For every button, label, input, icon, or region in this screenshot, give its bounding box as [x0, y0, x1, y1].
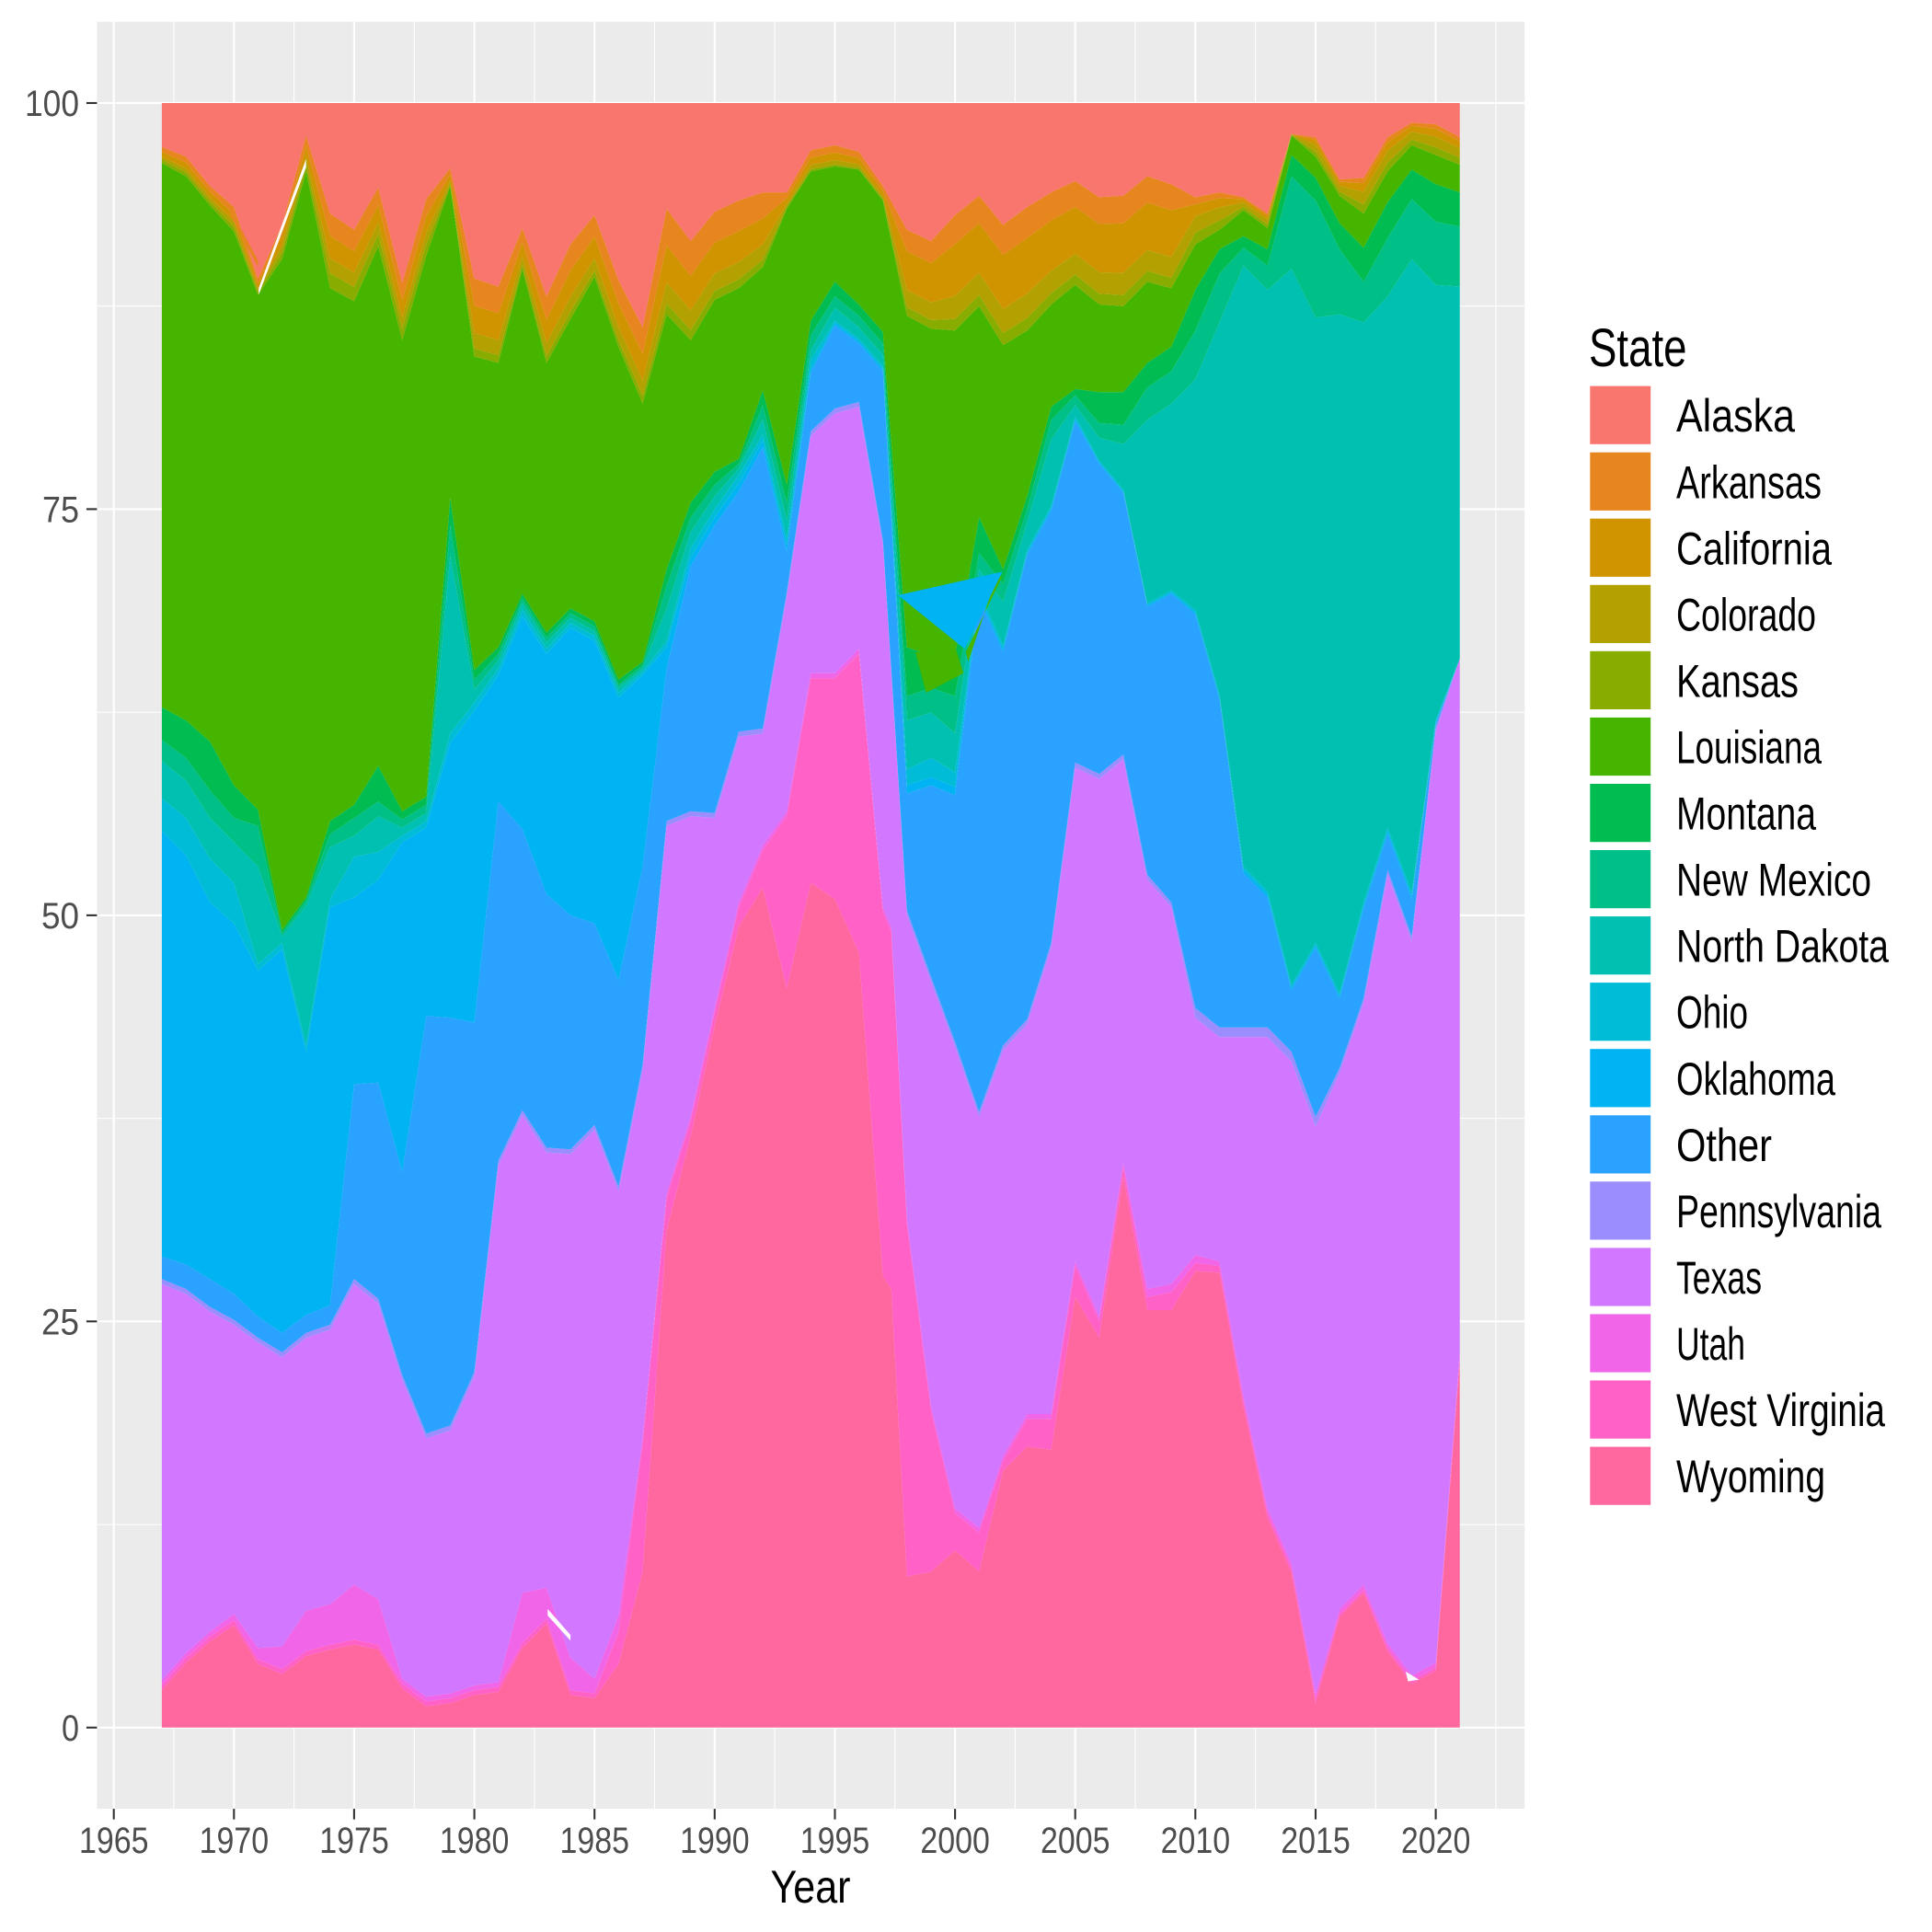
svg-text:2010: 2010 [1161, 1821, 1231, 1861]
svg-text:50: 50 [41, 896, 79, 937]
svg-text:75: 75 [42, 489, 79, 530]
svg-text:1975: 1975 [319, 1821, 389, 1861]
svg-text:1980: 1980 [440, 1821, 510, 1861]
svg-text:New Mexico: New Mexico [1676, 855, 1871, 906]
svg-text:State: State [1589, 318, 1687, 378]
svg-text:North Dakota: North Dakota [1676, 921, 1889, 972]
svg-text:Other: Other [1676, 1120, 1772, 1171]
svg-text:25: 25 [41, 1302, 79, 1342]
svg-text:2000: 2000 [920, 1821, 990, 1861]
svg-text:Montana: Montana [1676, 788, 1816, 840]
svg-text:Oklahoma: Oklahoma [1676, 1053, 1835, 1105]
svg-text:Ohio: Ohio [1676, 987, 1748, 1039]
svg-text:Kansas: Kansas [1676, 655, 1799, 707]
svg-text:Year: Year [771, 1861, 851, 1913]
svg-text:2020: 2020 [1401, 1821, 1471, 1861]
svg-text:1970: 1970 [200, 1821, 270, 1861]
svg-text:2015: 2015 [1281, 1821, 1351, 1861]
svg-text:Texas: Texas [1676, 1252, 1762, 1304]
svg-text:Utah: Utah [1676, 1318, 1745, 1370]
svg-text:Alaska: Alaska [1676, 390, 1795, 442]
svg-text:1985: 1985 [560, 1821, 630, 1861]
svg-text:Arkansas: Arkansas [1676, 456, 1822, 508]
svg-text:Colorado: Colorado [1676, 589, 1816, 640]
svg-text:Wyoming: Wyoming [1676, 1451, 1825, 1502]
svg-text:100: 100 [25, 84, 79, 124]
svg-text:Pennsylvania: Pennsylvania [1676, 1186, 1881, 1237]
svg-text:Louisiana: Louisiana [1676, 722, 1822, 774]
svg-text:0: 0 [62, 1708, 79, 1749]
svg-text:1965: 1965 [79, 1821, 149, 1861]
svg-text:West Virginia: West Virginia [1676, 1385, 1885, 1436]
svg-text:2005: 2005 [1041, 1821, 1110, 1861]
svg-text:1990: 1990 [680, 1821, 750, 1861]
svg-text:1995: 1995 [800, 1821, 870, 1861]
svg-text:California: California [1676, 523, 1832, 574]
